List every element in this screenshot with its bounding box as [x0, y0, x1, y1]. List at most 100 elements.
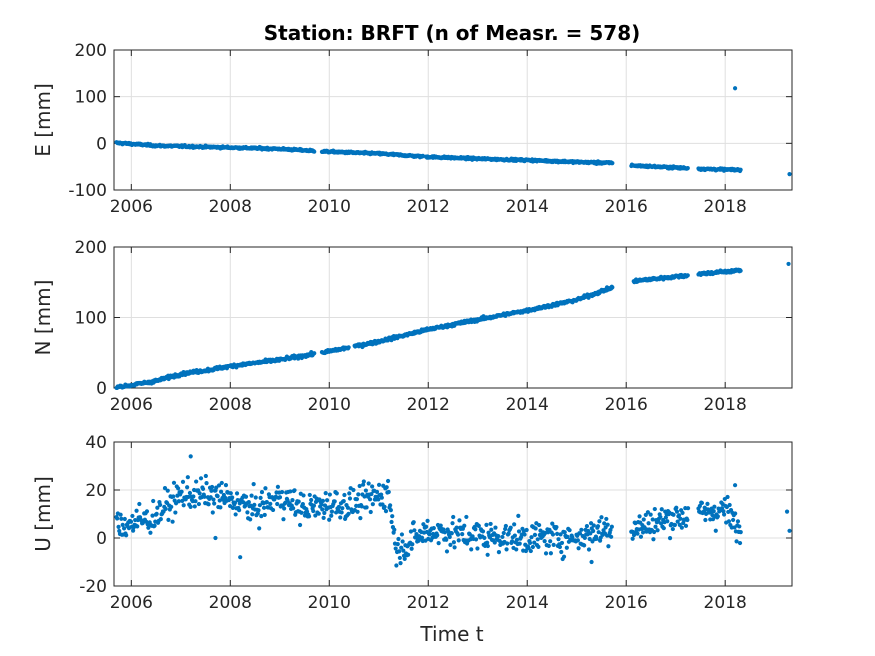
data-point — [576, 546, 581, 551]
data-point — [455, 532, 461, 537]
data-point — [652, 529, 657, 535]
data-point — [359, 504, 364, 509]
data-point — [128, 519, 134, 524]
data-point — [424, 524, 429, 529]
data-point — [738, 167, 743, 172]
data-point — [722, 512, 727, 517]
data-point — [444, 537, 449, 542]
data-point — [737, 524, 742, 529]
data-point — [211, 497, 216, 502]
data-point — [198, 476, 204, 481]
y-tick-label: -100 — [68, 181, 107, 201]
data-point — [299, 510, 304, 515]
data-point — [121, 526, 127, 531]
data-point — [501, 530, 506, 536]
x-tick-label: 2008 — [209, 395, 252, 415]
x-tick-label: 2006 — [110, 395, 153, 415]
data-point — [181, 503, 186, 508]
data-point — [412, 528, 417, 533]
data-point — [237, 508, 242, 513]
data-point — [584, 524, 590, 529]
data-point — [395, 542, 400, 547]
data-point — [179, 489, 184, 494]
data-point — [482, 535, 487, 540]
data-point — [200, 486, 206, 492]
chart-panels: 2006 2008 2010 2012 2014 2016 2018-1000100200E… — [31, 41, 793, 613]
data-point — [370, 484, 375, 489]
data-point — [342, 492, 347, 498]
data-point — [537, 522, 542, 528]
data-point — [522, 532, 527, 537]
y-tick-label: 100 — [75, 309, 107, 329]
data-point — [230, 495, 235, 500]
data-point — [732, 483, 738, 488]
data-point — [548, 539, 553, 544]
data-point — [448, 542, 453, 547]
data-point — [528, 540, 533, 546]
x-tick-label: 2014 — [506, 593, 549, 613]
data-point — [259, 489, 265, 495]
data-point — [516, 513, 521, 518]
data-point — [567, 528, 572, 533]
data-point — [442, 530, 447, 535]
data-point — [705, 501, 710, 507]
data-point — [277, 495, 283, 500]
data-point — [721, 509, 726, 514]
data-point — [485, 543, 490, 549]
data-point — [367, 497, 373, 502]
data-point — [496, 534, 501, 539]
data-point — [120, 522, 125, 527]
data-point — [137, 501, 142, 507]
y-tick-label: -20 — [79, 577, 107, 597]
data-point — [384, 485, 389, 490]
data-point — [610, 161, 615, 166]
data-point — [508, 525, 513, 530]
y-tick-label: 200 — [75, 41, 107, 61]
data-point — [484, 522, 489, 528]
data-point — [150, 513, 155, 518]
data-point — [116, 524, 121, 529]
data-point — [409, 546, 414, 551]
chart-title: Station: BRFT (n of Measr. = 578) — [264, 21, 641, 45]
data-point — [559, 540, 565, 546]
data-point — [185, 475, 190, 480]
data-point — [631, 532, 637, 538]
data-point — [401, 548, 406, 553]
data-point — [402, 556, 407, 562]
data-point — [529, 535, 534, 540]
data-point — [246, 500, 251, 505]
data-point — [165, 488, 170, 493]
data-point — [281, 517, 286, 522]
data-point — [296, 499, 301, 504]
data-point — [492, 540, 497, 545]
x-tick-label: 2018 — [704, 197, 747, 217]
data-point — [346, 511, 351, 516]
data-point — [588, 531, 593, 536]
data-point — [259, 514, 264, 519]
data-point — [533, 526, 538, 531]
data-point — [354, 497, 359, 502]
data-point — [191, 494, 196, 499]
data-point — [118, 512, 123, 517]
data-point — [410, 542, 415, 547]
data-point — [557, 544, 562, 550]
data-point — [390, 514, 395, 519]
data-point — [589, 559, 594, 565]
data-point — [228, 491, 233, 496]
data-point — [674, 505, 679, 510]
data-point — [188, 504, 193, 509]
data-point — [575, 538, 581, 543]
data-point — [512, 533, 517, 538]
data-point — [559, 549, 564, 555]
data-point — [485, 540, 490, 545]
data-point — [661, 526, 666, 531]
data-points-N — [114, 261, 791, 391]
data-point — [676, 513, 682, 518]
data-point — [715, 514, 720, 519]
data-point — [594, 536, 599, 541]
data-point — [450, 521, 455, 526]
data-point — [550, 532, 556, 537]
data-point — [476, 523, 481, 528]
data-point — [341, 498, 346, 504]
data-point — [408, 529, 414, 534]
